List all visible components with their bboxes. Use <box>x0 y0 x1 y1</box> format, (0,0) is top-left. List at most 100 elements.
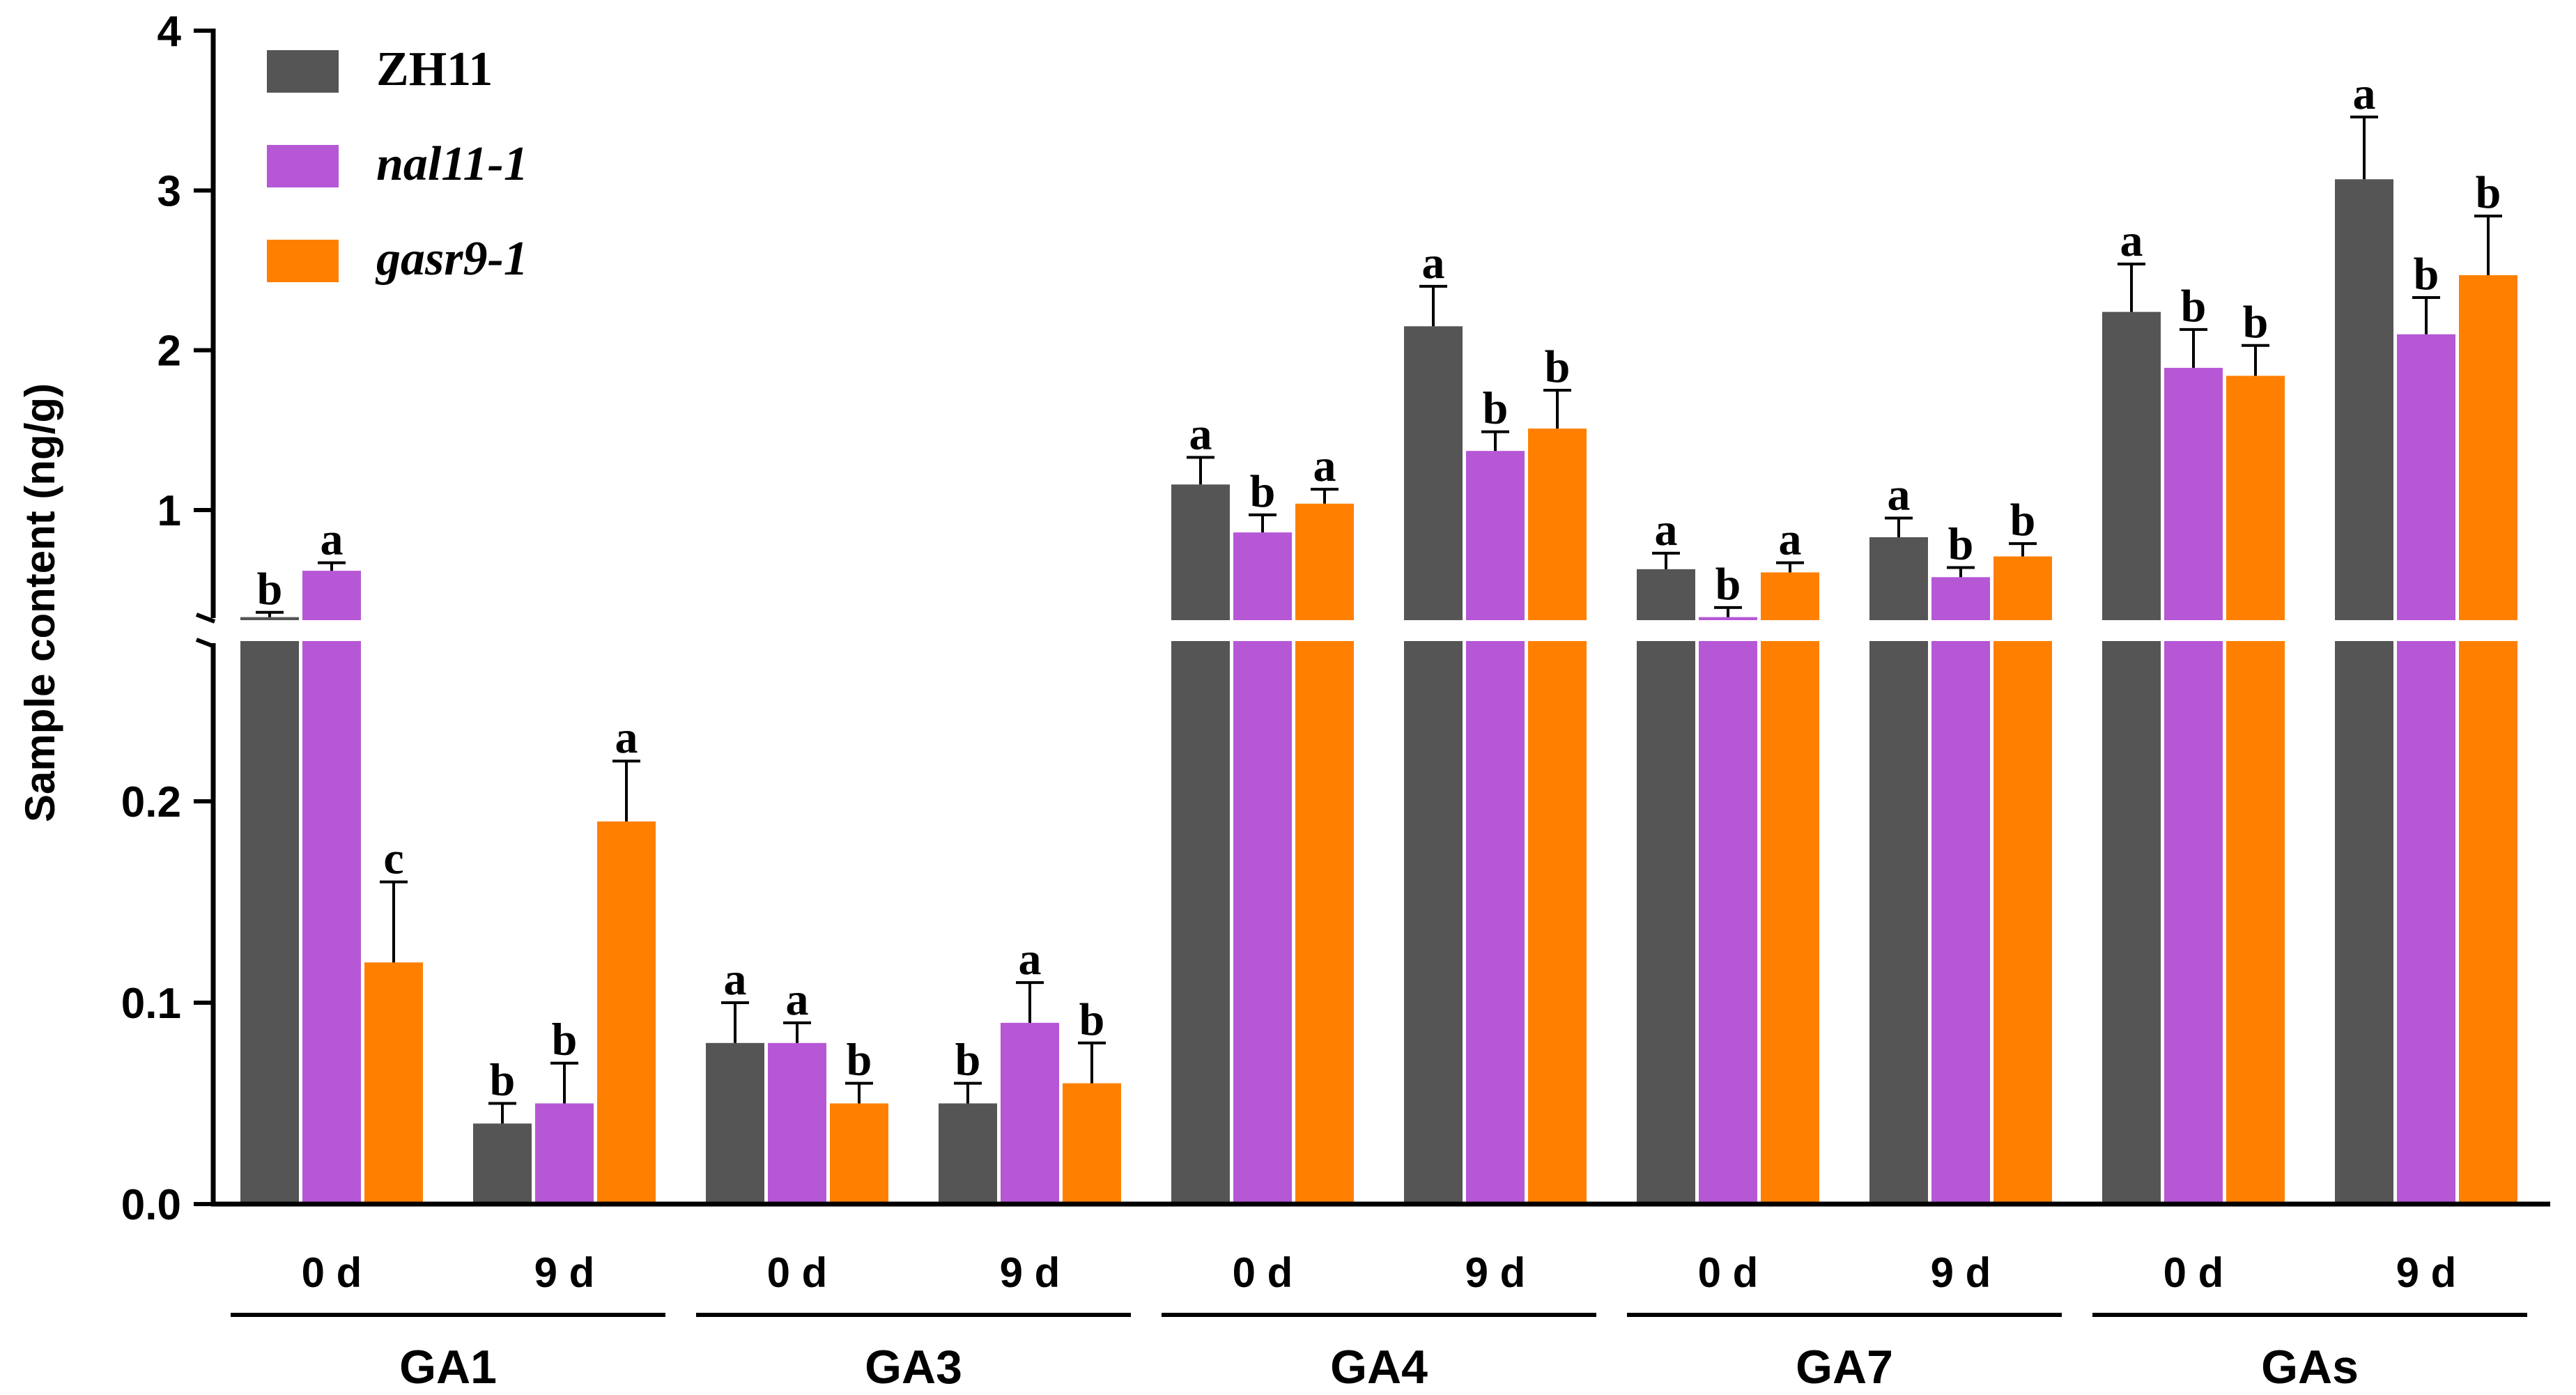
significance-letter: a <box>1422 238 1445 288</box>
bar <box>768 1042 826 1204</box>
significance-letter: b <box>1545 341 1571 392</box>
significance-letter: a <box>321 514 344 565</box>
bar <box>830 1103 888 1204</box>
bar <box>2102 311 2161 1204</box>
bar <box>1233 532 1292 1204</box>
significance-letter: b <box>847 1035 872 1086</box>
significance-letter: a <box>1779 514 1802 565</box>
significance-letter: a <box>1655 504 1678 555</box>
y-tick-label: 0.2 <box>121 778 181 826</box>
significance-letter: b <box>2243 297 2269 348</box>
bar <box>1295 503 1354 1204</box>
legend-label: ZH11 <box>376 43 493 96</box>
legend-swatch <box>267 240 339 282</box>
time-label: 0 d <box>767 1249 828 1296</box>
bar <box>1869 537 1928 1204</box>
legend-label: nal11-1 <box>376 137 528 191</box>
x-labels-layer: 0 d 9 d GA1 0 d 9 d GA3 0 d 9 d GA4 0 d 9 d GA7 0 d 9… <box>231 1249 2527 1394</box>
bar <box>2397 334 2455 1204</box>
time-label: 9 d <box>1931 1249 1991 1296</box>
bar <box>1001 1022 1059 1204</box>
significance-letter: b <box>552 1015 578 1065</box>
significance-letter: b <box>1715 559 1741 610</box>
time-label: 0 d <box>302 1249 362 1296</box>
significance-letter: a <box>1019 934 1042 985</box>
bar <box>2164 367 2223 1204</box>
significance-letter: b <box>1948 519 1974 570</box>
y-tick-label: 2 <box>157 327 181 376</box>
group-label: GA7 <box>1796 1341 1893 1394</box>
significance-letter: b <box>1079 994 1105 1045</box>
legend: ZH11 nal11-1 gasr9-1 <box>267 43 528 286</box>
significance-letter: b <box>2476 167 2501 218</box>
significance-letter: b <box>955 1035 981 1086</box>
significance-letter: b <box>257 564 283 615</box>
significance-letter: a <box>615 712 638 763</box>
bar <box>939 1103 997 1204</box>
significance-letter: a <box>1313 440 1336 491</box>
significance-letter: b <box>2010 495 2036 546</box>
bar <box>1699 617 1757 1204</box>
axis-break-layer <box>192 29 2575 1206</box>
error-bars-layer <box>256 115 2502 1124</box>
significance-letter: a <box>1888 469 1911 520</box>
bar <box>1637 569 1695 1204</box>
y-tick-label: 0.1 <box>121 980 181 1028</box>
time-label: 9 d <box>1000 1249 1061 1296</box>
y-tick-label: 4 <box>157 8 182 56</box>
bar <box>1404 326 1463 1205</box>
bar <box>240 617 299 1204</box>
axis-break-gap <box>192 620 2575 641</box>
significance-letter: c <box>383 833 403 884</box>
time-label: 9 d <box>534 1249 595 1296</box>
legend-swatch <box>267 50 339 93</box>
break-mark <box>195 612 216 624</box>
time-label: 0 d <box>2164 1249 2224 1296</box>
bar <box>535 1103 594 1204</box>
significance-letter: b <box>2181 281 2207 332</box>
significance-letter: b <box>490 1055 516 1106</box>
time-label: 0 d <box>1233 1249 1293 1296</box>
time-label: 9 d <box>2396 1249 2457 1296</box>
bar <box>1761 572 1819 1204</box>
bar <box>1063 1083 1121 1204</box>
time-label: 0 d <box>1698 1249 1759 1296</box>
significance-letter: a <box>2120 215 2143 266</box>
bar <box>2459 275 2517 1204</box>
bar <box>1528 429 1587 1204</box>
bar <box>597 821 656 1204</box>
group-label: GA4 <box>1330 1341 1428 1394</box>
break-mark <box>195 638 216 649</box>
bar <box>473 1123 532 1204</box>
legend-swatch <box>267 145 339 187</box>
significance-letter: b <box>1250 466 1276 517</box>
significance-letter: a <box>724 954 747 1005</box>
time-label: 9 d <box>1465 1249 1526 1296</box>
legend-label: gasr9-1 <box>375 232 528 286</box>
bar <box>1931 577 1990 1204</box>
bar <box>1171 484 1230 1204</box>
significance-letter: a <box>786 974 809 1025</box>
bar <box>364 962 423 1204</box>
bars-layer <box>240 179 2517 1205</box>
y-tick-label: 3 <box>157 167 181 215</box>
bar <box>302 571 361 1204</box>
significance-letter: b <box>1483 383 1509 434</box>
group-label: GA3 <box>865 1341 962 1394</box>
significance-letter: b <box>2414 249 2439 300</box>
y-tick-label: 1 <box>157 487 181 535</box>
significance-letter: a <box>1189 408 1212 459</box>
significance-letter: a <box>2353 68 2376 119</box>
bar <box>2335 179 2393 1204</box>
bar <box>706 1042 764 1204</box>
bar <box>1466 451 1525 1204</box>
bar <box>2226 376 2285 1204</box>
y-axis-label: Sample content (ng/g) <box>17 383 63 822</box>
group-label: GAs <box>2261 1341 2359 1394</box>
y-tick-label: 0.0 <box>121 1181 181 1229</box>
group-label: GA1 <box>399 1341 497 1394</box>
axis-layer: Sample content (ng/g) 0.0 0.1 0.2 1 2 3 4 <box>17 8 2550 1229</box>
bar <box>1993 556 2052 1204</box>
